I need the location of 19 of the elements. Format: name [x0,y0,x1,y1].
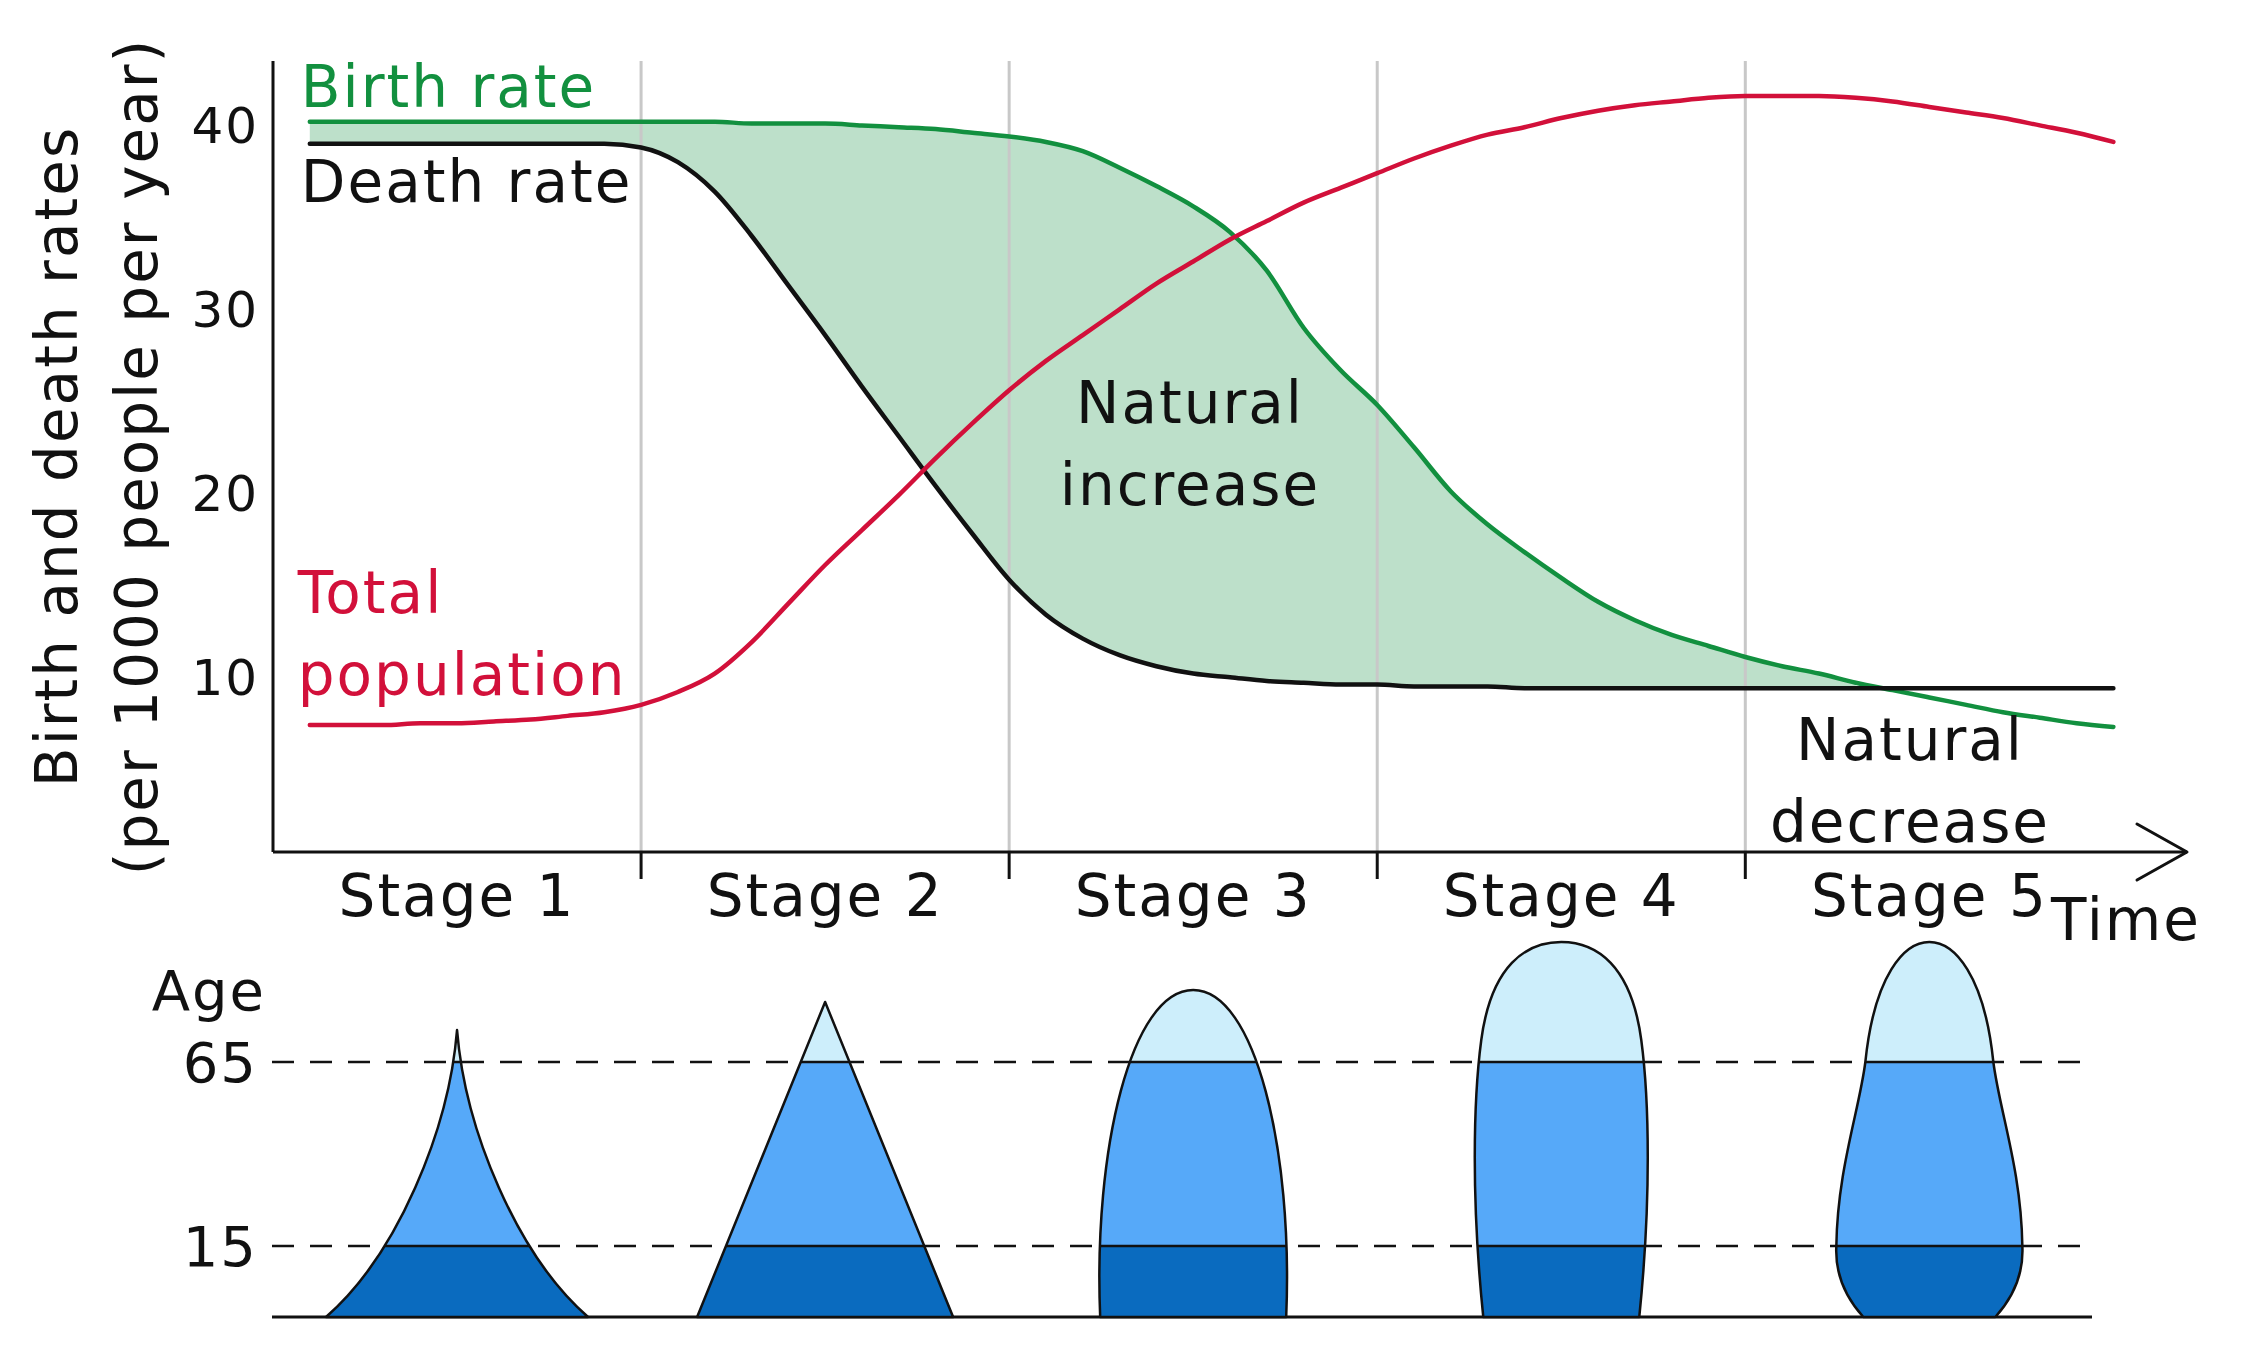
text: 15 [182,1214,258,1280]
text: 65 [182,1030,258,1096]
x-tick-label: Stage 2 [706,862,944,930]
x-tick-label: Stage 1 [338,862,576,930]
annotation: Natural decrease [1769,706,2051,856]
x-axis-title: Time [2050,886,2201,954]
y-axis-title: Birth and death rates (per 1000 people per year) [22,37,171,876]
text: Age [151,958,266,1023]
annotation: Natural increase [1059,369,1321,519]
y-tick-label: 20 [191,465,259,524]
series-label: Total population [296,559,627,710]
x-tick-label: Stage 4 [1442,862,1680,930]
series-label: Birth rate [300,52,597,121]
y-tick-label: 40 [191,97,259,156]
y-tick-label: 10 [191,649,259,708]
y-tick-label: 30 [191,281,259,340]
x-tick-label: Stage 3 [1074,862,1312,930]
x-tick-label: Stage 5 [1810,862,2048,930]
series-label: Death rate [300,147,633,216]
